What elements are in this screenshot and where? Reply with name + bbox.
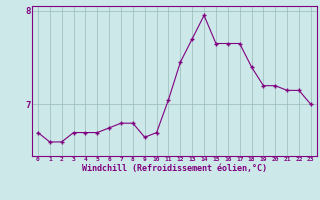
X-axis label: Windchill (Refroidissement éolien,°C): Windchill (Refroidissement éolien,°C) — [82, 164, 267, 173]
